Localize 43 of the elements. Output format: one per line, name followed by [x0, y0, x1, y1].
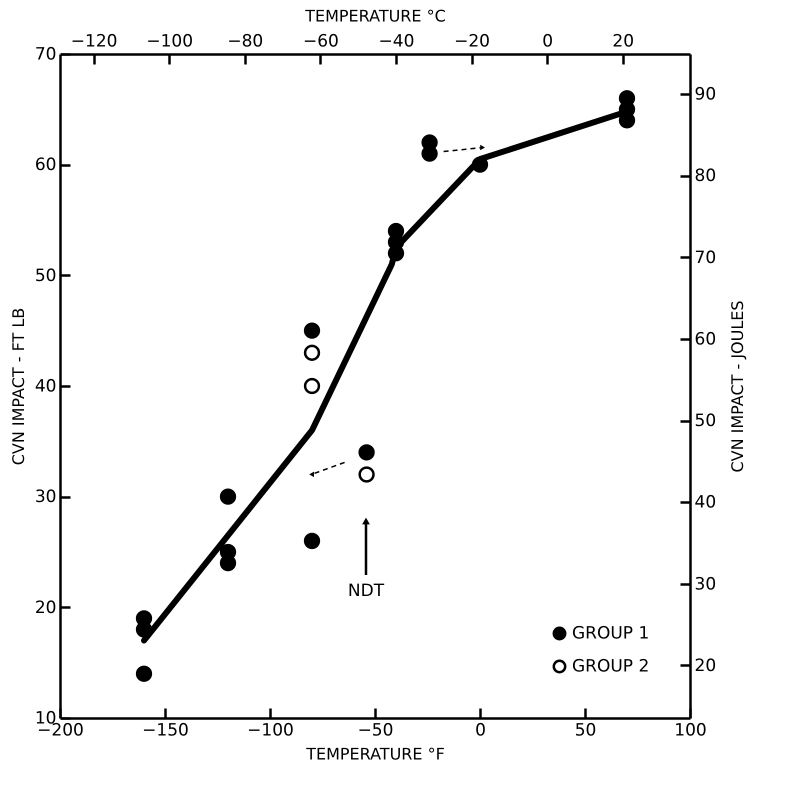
point	[358, 444, 375, 461]
x2-tick-label: 0	[542, 32, 554, 52]
x2-tick-label: 20	[612, 32, 634, 52]
y2-tick-label: 30	[694, 574, 716, 594]
x-tick-label: −150	[142, 720, 189, 740]
y-tick-label: 50	[34, 266, 56, 286]
y2-tick-label: 60	[694, 329, 716, 350]
x2-tick-label: −40	[378, 32, 414, 52]
x-tick-label: −100	[247, 720, 294, 740]
y2-tick-label: 90	[694, 84, 716, 104]
x-tick-label: 50	[574, 720, 596, 740]
x2-tick-label: −20	[454, 32, 490, 52]
annotation: NDT	[348, 581, 385, 601]
x-tick-label: −50	[358, 720, 394, 740]
y2-tick-label: 70	[694, 248, 716, 268]
x2-tick-label: −100	[146, 32, 194, 52]
point	[304, 532, 320, 550]
y2-axis-title: CVN IMPACT - JOULES	[728, 300, 748, 473]
legend-label: GROUP 1	[572, 624, 650, 644]
x-axis-title: TEMPERATURE °F	[305, 744, 445, 764]
y-axis-title: CVN IMPACT - FT LB	[8, 308, 28, 466]
y2-tick-label: 20	[694, 656, 716, 676]
x2-tick-label: −60	[302, 32, 339, 52]
y2-tick-label: 80	[694, 166, 716, 186]
y-tick-label: 40	[34, 376, 56, 396]
x-tick-label: 100	[674, 720, 707, 740]
y-tick-label: 30	[34, 487, 56, 508]
point	[304, 344, 320, 361]
y-tick-label: 20	[34, 598, 56, 618]
y-tick-label: 70	[34, 44, 56, 64]
x2-tick-label: −120	[70, 32, 118, 52]
x2-axis-title: TEMPERATURE °C	[304, 6, 446, 26]
y2-tick-label: 50	[694, 411, 716, 432]
point	[358, 466, 375, 483]
x-tick-label: 0	[475, 720, 486, 740]
y-tick-label: 60	[34, 155, 56, 176]
legend-label: GROUP 2	[572, 656, 650, 676]
point	[136, 666, 152, 682]
x2-tick-label: −80	[227, 32, 264, 52]
point	[304, 378, 320, 394]
point	[220, 488, 236, 505]
point	[304, 322, 320, 339]
y2-tick-label: 40	[694, 492, 716, 513]
